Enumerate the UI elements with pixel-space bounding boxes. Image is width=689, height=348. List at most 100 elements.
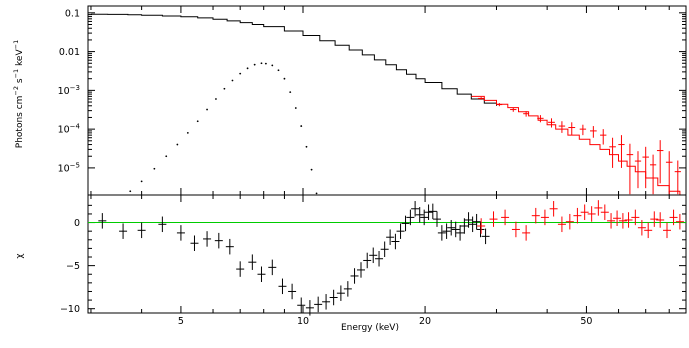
residual-point (322, 294, 331, 310)
residual-point (248, 254, 257, 270)
residual-point (662, 222, 671, 239)
residual-point (669, 209, 678, 226)
residual-y-axis-label: χ (15, 253, 25, 258)
data-point (510, 107, 517, 112)
residual-point (420, 209, 429, 226)
residual-point (380, 241, 389, 258)
residual-point (297, 297, 306, 313)
line-component-dot (215, 98, 217, 100)
residual-point (565, 213, 574, 230)
y-label-exp-kev: −1 (12, 40, 20, 50)
residual-point (468, 216, 477, 233)
residual-point (350, 268, 359, 284)
data-point (558, 121, 566, 133)
residual-point (305, 300, 314, 316)
line-component-dot (206, 108, 208, 111)
y-tick-label: −5 (66, 261, 80, 272)
residual-point (549, 201, 558, 217)
residual-point (214, 232, 223, 249)
residual-point (637, 219, 646, 236)
residual-point (531, 207, 540, 224)
data-point (642, 146, 649, 189)
data-point (656, 140, 664, 184)
residual-point (411, 201, 420, 217)
y-label-exp-cm: −2 (12, 86, 20, 96)
data-point (609, 137, 616, 168)
residual-point (428, 203, 437, 220)
line-component-dot (253, 63, 256, 66)
residual-point (396, 223, 405, 239)
residual-point (456, 225, 465, 241)
y-label-s: s (15, 78, 25, 86)
data-point (568, 122, 576, 136)
residual-point (460, 218, 469, 234)
line-component-dot (305, 145, 308, 148)
residual-point (119, 223, 128, 239)
residual-point (522, 225, 531, 241)
residual-frame (87, 194, 687, 314)
data-point (496, 103, 503, 107)
spectrum-frame (87, 5, 687, 196)
residual-point (225, 238, 234, 255)
residual-point (268, 259, 277, 276)
residual-point (600, 204, 609, 220)
x-tick-label: 50 (580, 316, 592, 327)
residual-point (363, 252, 372, 269)
residual-point (401, 215, 410, 232)
residual-point (644, 222, 653, 239)
residual-point (158, 216, 167, 233)
residual-point (424, 204, 433, 220)
residual-point (190, 235, 199, 251)
residual-point (451, 221, 460, 238)
residual-point (501, 209, 510, 226)
residual-point (650, 211, 659, 227)
residual-point (442, 223, 451, 239)
residual-point (613, 210, 622, 227)
residual-point (406, 209, 415, 226)
residual-panel: 5 10 20 50 0 −5 −10 (60, 194, 687, 327)
line-component-dot (277, 69, 280, 72)
line-component-dot (129, 190, 132, 193)
residual-point (278, 278, 287, 295)
residual-point (391, 233, 400, 250)
data-point (537, 115, 544, 123)
y-tick-label: 10−5 (58, 161, 80, 174)
residual-point (236, 261, 245, 277)
data-point (649, 154, 657, 195)
residual-point (343, 281, 352, 297)
y-tick-label: 10−3 (58, 84, 80, 97)
model-step-curve-0 (91, 13, 497, 106)
residual-point (476, 221, 485, 238)
residual-point (257, 266, 266, 282)
y-tick-label: −10 (60, 304, 80, 315)
data-point (589, 126, 597, 138)
line-component-dot (300, 125, 303, 127)
residual-point (375, 250, 384, 267)
y-tick-label: 10−4 (58, 123, 81, 136)
residual-point (203, 231, 212, 247)
residual-point (98, 213, 107, 229)
residual-point (587, 206, 596, 222)
y-label-exp-s: −1 (12, 69, 20, 79)
spectrum-panel: 0.1 0.01 10−3 10−4 10−5 (58, 5, 687, 196)
y-label-kev: keV (15, 49, 25, 69)
residual-point (432, 211, 441, 227)
line-component-dot (186, 131, 189, 134)
line-component-dot (196, 120, 199, 123)
residual-point (472, 213, 481, 230)
residual-point (557, 216, 566, 233)
residual-point (675, 213, 684, 230)
data-point (618, 135, 625, 168)
residual-point (464, 212, 473, 228)
line-component-dot (153, 167, 156, 170)
residual-point (481, 228, 490, 245)
residual-point (415, 207, 424, 223)
line-component-dot (239, 72, 242, 75)
residual-point (329, 289, 338, 306)
energy-x-axis-label: Energy (keV) (341, 323, 399, 333)
residual-point (489, 211, 498, 227)
residual-point (540, 209, 549, 226)
residual-point (386, 229, 395, 245)
line-component-dot (283, 77, 286, 80)
